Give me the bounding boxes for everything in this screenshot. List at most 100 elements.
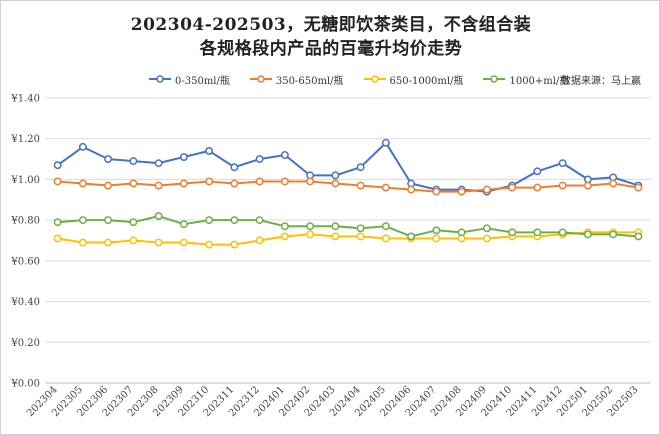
data-point-series-3: [230, 216, 239, 225]
data-point-series-3: [53, 218, 62, 227]
data-point-series-2: [280, 232, 289, 241]
data-point-series-1: [255, 177, 264, 186]
data-point-series-3: [634, 232, 643, 241]
data-point-series-0: [104, 155, 113, 164]
data-point-series-3: [205, 216, 214, 225]
data-point-series-2: [432, 234, 441, 243]
data-point-series-1: [583, 181, 592, 190]
data-point-series-1: [78, 179, 87, 188]
data-point-series-0: [129, 157, 138, 166]
data-point-series-2: [78, 238, 87, 247]
data-point-series-2: [53, 234, 62, 243]
axis-labels: ¥0.00 ¥0.20 ¥0.40 ¥0.60 ¥0.80 ¥1.00 ¥1.20 ¥1.40…: [10, 94, 640, 420]
legend-marker-series-2: [363, 75, 386, 83]
data-point-series-0: [356, 163, 365, 172]
data-point-series-3: [179, 220, 188, 229]
data-point-series-1: [104, 181, 113, 190]
data-point-series-3: [356, 224, 365, 233]
data-point-series-3: [280, 222, 289, 231]
series-line-1: [57, 180, 639, 193]
y-tick-label: ¥1.40: [10, 94, 40, 105]
y-tick-label: ¥1.20: [10, 134, 40, 145]
data-point-series-3: [255, 216, 264, 225]
data-point-series-1: [205, 177, 214, 186]
data-point-series-3: [432, 226, 441, 235]
data-point-series-3: [78, 216, 87, 225]
grid-lines: [45, 97, 651, 384]
legend-label-series-1: 350-650ml/瓶: [275, 75, 344, 87]
data-point-series-1: [432, 187, 441, 196]
data-point-series-2: [356, 232, 365, 241]
legend-dot-2: [370, 75, 379, 83]
data-point-series-1: [533, 183, 542, 192]
legend-item-series-3: 1000+ml/瓶: [483, 72, 569, 87]
data-point-series-2: [255, 236, 264, 245]
data-point-series-2: [482, 234, 491, 243]
legend-marker-series-1: [249, 75, 272, 83]
data-point-series-3: [609, 230, 618, 239]
data-point-series-2: [154, 238, 163, 247]
data-point-series-2: [129, 236, 138, 245]
data-point-series-0: [280, 151, 289, 159]
chart-title: 202304-202503，无糖即饮茶类目，不含组合装: [130, 15, 532, 35]
data-point-series-0: [179, 153, 188, 161]
data-source-note: 数据来源：马上赢: [561, 76, 641, 87]
data-point-series-0: [255, 155, 264, 164]
data-point-series-1: [508, 183, 517, 192]
data-point-series-1: [306, 177, 315, 186]
data-point-series-3: [154, 212, 163, 221]
data-point-series-1: [356, 181, 365, 190]
data-point-series-2: [381, 234, 390, 243]
data-point-series-0: [558, 159, 567, 168]
data-point-series-2: [104, 238, 113, 247]
y-tick-label: ¥0.00: [10, 379, 40, 390]
data-point-series-0: [230, 163, 239, 172]
chart-legend: 0-350ml/瓶 350-650ml/瓶 650-1000ml/瓶 1000+…: [149, 71, 589, 87]
legend-item-series-1: 350-650ml/瓶: [249, 72, 344, 87]
legend-marker-series-0: [149, 75, 171, 83]
data-point-series-1: [179, 179, 188, 188]
series-line-3: [57, 215, 639, 238]
series-line-2: [57, 231, 639, 246]
data-point-series-3: [533, 228, 542, 237]
data-point-series-3: [381, 222, 390, 231]
data-point-series-2: [331, 232, 340, 241]
data-point-series-1: [558, 181, 567, 190]
data-point-series-1: [154, 181, 163, 190]
data-point-series-2: [306, 230, 315, 239]
data-point-series-3: [457, 228, 466, 237]
data-point-series-0: [53, 161, 62, 170]
data-point-series-0: [331, 171, 340, 180]
data-point-series-1: [331, 179, 340, 188]
data-point-series-0: [381, 138, 390, 147]
legend-dot-1: [257, 75, 265, 83]
data-point-series-3: [407, 232, 416, 241]
data-point-series-3: [104, 216, 113, 225]
data-point-series-3: [129, 218, 138, 227]
legend-label-series-0: 0-350ml/瓶: [175, 75, 230, 87]
legend-dot-3: [490, 75, 499, 83]
legend-label-series-3: 1000+ml/瓶: [509, 75, 570, 87]
data-point-series-1: [53, 177, 62, 186]
data-point-series-1: [381, 183, 390, 192]
data-point-series-1: [407, 185, 416, 194]
y-tick-label: ¥0.60: [10, 256, 40, 267]
chart-subtitle: 各规格段内产品的百毫升均价走势: [199, 39, 463, 59]
data-point-series-2: [230, 240, 239, 249]
data-point-series-1: [457, 187, 466, 196]
data-point-series-3: [306, 222, 315, 231]
data-point-series-3: [583, 230, 592, 239]
data-point-series-1: [482, 185, 491, 194]
series-line-0: [57, 141, 639, 193]
data-point-series-1: [280, 177, 289, 186]
data-point-series-1: [634, 183, 643, 192]
legend-marker-series-3: [483, 75, 506, 83]
y-tick-label: ¥0.20: [10, 338, 40, 349]
legend-label-series-2: 650-1000ml/瓶: [389, 75, 464, 87]
series-lines: [53, 138, 643, 249]
data-point-series-1: [609, 179, 618, 188]
legend-item-series-2: 650-1000ml/瓶: [363, 72, 464, 87]
data-point-series-2: [205, 240, 214, 249]
